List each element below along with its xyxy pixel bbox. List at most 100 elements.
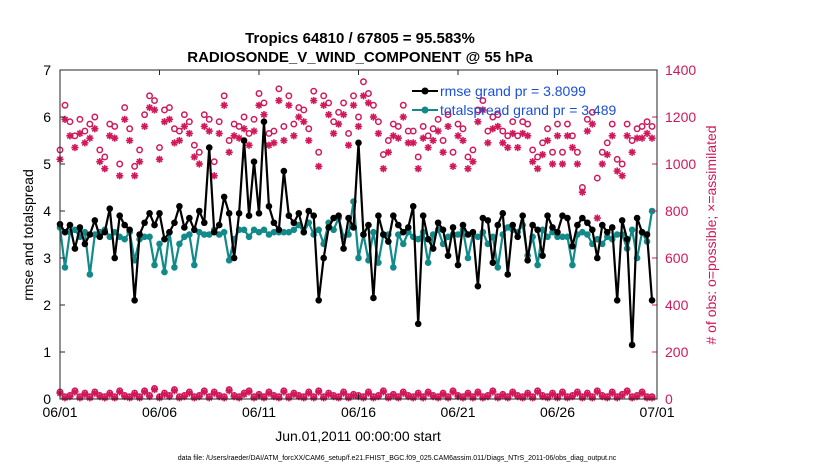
data-point-totalspread — [285, 228, 293, 236]
obs-marker-assimilated_bottom — [170, 387, 179, 395]
obs-marker-assimilated_bottom — [280, 388, 288, 396]
obs-marker-assimilated — [175, 136, 183, 145]
data-point-rmse — [126, 226, 133, 234]
obs-marker-assimilated — [220, 101, 228, 109]
data-point-rmse — [355, 139, 362, 147]
data-point-rmse — [628, 341, 636, 349]
data-point-totalspread — [489, 233, 497, 241]
star-stroke — [494, 123, 501, 130]
star-stroke — [385, 149, 392, 156]
obs-marker-assimilated — [354, 122, 363, 130]
star-stroke — [221, 394, 228, 401]
obs-marker-possible — [195, 148, 203, 156]
obs-marker-assimilated_bottom — [578, 394, 586, 402]
star-stroke — [479, 106, 487, 114]
obs-marker-possible — [270, 127, 278, 135]
data-point-totalspread — [613, 231, 621, 238]
star-stroke — [609, 132, 616, 139]
star-stroke — [340, 111, 347, 118]
data-point-totalspread — [454, 231, 462, 238]
obs-marker-assimilated — [131, 172, 139, 180]
obs-marker-possible — [449, 148, 457, 156]
star-stroke — [255, 102, 263, 109]
obs-marker-assimilated — [538, 151, 547, 159]
star-stroke — [196, 393, 203, 400]
data-point-totalspread — [200, 231, 208, 238]
star-stroke — [181, 393, 188, 400]
star-stroke — [305, 389, 312, 397]
data-point-rmse — [574, 221, 581, 229]
obs-marker-assimilated_bottom — [225, 387, 233, 395]
obs-marker-possible — [549, 148, 556, 156]
obs-marker-assimilated — [155, 155, 164, 163]
obs-marker-possible — [146, 92, 154, 100]
obs-marker-assimilated — [534, 165, 542, 173]
obs-marker-assimilated_bottom — [235, 394, 243, 402]
data-point-rmse — [116, 212, 123, 219]
obs-marker-assimilated — [474, 118, 482, 126]
data-point-rmse — [569, 242, 576, 250]
star-stroke — [310, 97, 317, 104]
obs-marker-assimilated_bottom — [81, 390, 89, 398]
obs-marker-assimilated — [210, 172, 218, 180]
obs-marker-assimilated — [593, 214, 601, 222]
star-stroke — [245, 388, 253, 396]
star-stroke — [66, 132, 74, 139]
star-stroke — [380, 388, 387, 396]
obs-marker-possible — [608, 120, 616, 128]
data-point-rmse — [76, 224, 84, 231]
star-stroke — [335, 120, 342, 128]
star-stroke — [529, 158, 536, 165]
obs-marker-assimilated — [409, 139, 417, 147]
star-stroke — [81, 139, 89, 147]
legend-rmse-marker — [421, 87, 429, 95]
obs-marker-possible — [544, 125, 551, 133]
data-point-rmse — [534, 226, 541, 234]
star-stroke — [350, 392, 357, 399]
obs-marker-possible — [499, 127, 507, 135]
y-axis-label-right: # of obs: o=possible; ×=assimilated — [703, 125, 719, 344]
data-point-rmse — [474, 282, 482, 290]
star-stroke — [166, 116, 173, 123]
star-stroke — [186, 389, 193, 397]
obs-marker-assimilated — [618, 172, 626, 180]
star-stroke — [524, 132, 531, 139]
data-point-rmse — [280, 167, 288, 175]
data-point-rmse — [91, 217, 99, 224]
data-point-rmse — [564, 214, 571, 222]
star-stroke — [474, 389, 482, 397]
obs-marker-assimilated — [384, 148, 392, 156]
obs-marker-assimilated — [484, 139, 492, 147]
obs-marker-assimilated_bottom — [593, 388, 601, 396]
obs-marker-assimilated_bottom — [185, 389, 193, 397]
data-point-rmse — [300, 228, 308, 236]
obs-marker-assimilated — [235, 134, 243, 142]
data-point-totalspread — [414, 235, 422, 243]
obs-marker-assimilated_bottom — [519, 394, 527, 402]
obs-marker-assimilated — [344, 141, 353, 149]
star-stroke — [315, 163, 322, 170]
obs-marker-possible — [350, 92, 357, 100]
data-point-totalspread — [81, 228, 89, 236]
obs-marker-possible — [479, 97, 487, 105]
data-point-rmse — [186, 214, 193, 222]
obs-marker-possible — [454, 120, 462, 128]
star-stroke — [400, 389, 407, 397]
obs-marker-assimilated — [444, 122, 452, 130]
obs-marker-possible — [638, 122, 646, 130]
obs-marker-possible — [300, 106, 308, 114]
obs-marker-possible — [613, 155, 621, 163]
obs-marker-assimilated — [613, 167, 621, 175]
star-stroke — [464, 165, 472, 172]
y-tick-label-left: 6 — [43, 109, 51, 125]
star-stroke — [270, 393, 278, 400]
obs-marker-assimilated_bottom — [145, 393, 154, 401]
star-stroke — [131, 391, 138, 398]
obs-marker-possible — [643, 118, 651, 126]
obs-marker-assimilated_bottom — [464, 390, 472, 398]
star-stroke — [146, 104, 153, 111]
data-point-totalspread — [220, 228, 228, 236]
obs-marker-assimilated — [588, 120, 596, 128]
data-point-rmse — [375, 212, 382, 219]
data-point-rmse — [205, 144, 213, 151]
